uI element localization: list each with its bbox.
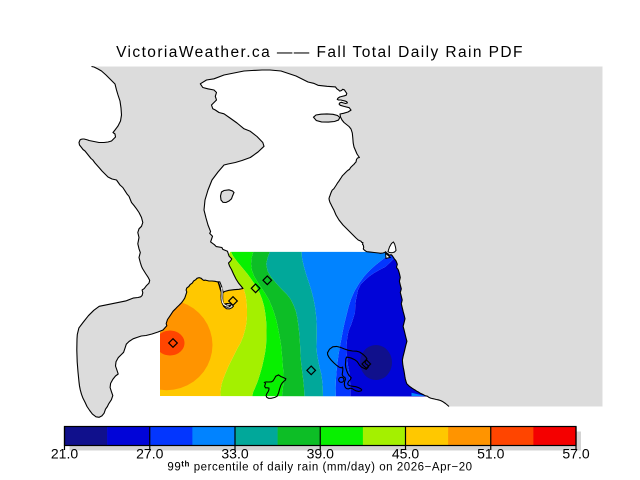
svg-text:21.0: 21.0: [51, 446, 78, 462]
svg-text:39.0: 39.0: [307, 446, 334, 462]
svg-text:45.0: 45.0: [392, 446, 419, 462]
svg-text:57.0: 57.0: [562, 446, 589, 462]
svg-text:33.0: 33.0: [221, 446, 248, 462]
svg-text:51.0: 51.0: [477, 446, 504, 462]
svg-text:99th percentile of daily rain: 99th percentile of daily rain (mm/day) o…: [167, 460, 472, 474]
svg-text:27.0: 27.0: [136, 446, 163, 462]
svg-text:VictoriaWeather.ca —— Fall Tot: VictoriaWeather.ca —— Fall Total Daily R…: [116, 44, 524, 61]
